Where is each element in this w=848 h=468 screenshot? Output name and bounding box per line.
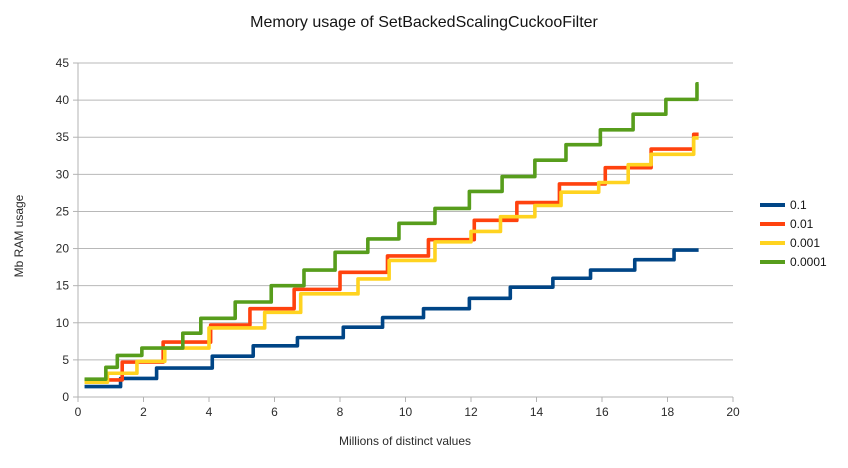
- y-tick-label: 5: [62, 353, 69, 367]
- x-tick-label: 8: [337, 405, 344, 419]
- y-tick-label: 40: [56, 93, 70, 107]
- x-tick-label: 12: [464, 405, 478, 419]
- series-line-0.01: [84, 132, 699, 382]
- legend-swatch-0.01: [760, 222, 785, 226]
- legend-item-0.0001: 0.0001: [760, 256, 827, 268]
- legend-label-0.0001: 0.0001: [790, 255, 827, 269]
- y-tick-label: 25: [56, 204, 70, 218]
- x-tick-label: 14: [530, 405, 544, 419]
- chart-title: Memory usage of SetBackedScalingCuckooFi…: [250, 14, 598, 31]
- x-axis-title: Millions of distinct values: [338, 434, 472, 448]
- x-tick-label: 2: [140, 405, 147, 419]
- series-line-0.1: [84, 248, 699, 389]
- legend-label-0.001: 0.001: [790, 236, 821, 250]
- y-axis-title: Mb RAM usage: [12, 194, 26, 278]
- legend-item-0.1: 0.1: [760, 199, 827, 211]
- legend-item-0.01: 0.01: [760, 218, 827, 230]
- x-tick-label: 0: [75, 405, 82, 419]
- legend: 0.1 0.01 0.001 0.0001: [760, 199, 827, 268]
- x-tick-label: 16: [595, 405, 609, 419]
- legend-swatch-0.001: [760, 241, 785, 245]
- y-tick-label: 20: [56, 242, 70, 256]
- legend-label-0.1: 0.1: [790, 198, 807, 212]
- series-line-0.0001: [84, 81, 699, 381]
- legend-swatch-0.0001: [760, 260, 785, 264]
- y-tick-label: 45: [56, 56, 70, 70]
- x-tick-label: 20: [726, 405, 740, 419]
- legend-label-0.01: 0.01: [790, 217, 814, 231]
- legend-item-0.001: 0.001: [760, 237, 827, 249]
- x-tick-label: 10: [399, 405, 413, 419]
- x-tick-label: 18: [661, 405, 675, 419]
- y-tick-label: 30: [56, 167, 70, 181]
- x-tick-label: 4: [206, 405, 213, 419]
- legend-swatch-0.1: [760, 203, 785, 207]
- y-tick-label: 15: [56, 279, 70, 293]
- series-line-0.001: [84, 136, 699, 384]
- x-tick-label: 6: [271, 405, 278, 419]
- y-tick-label: 35: [56, 130, 70, 144]
- y-tick-label: 0: [62, 390, 69, 404]
- y-tick-label: 10: [56, 316, 70, 330]
